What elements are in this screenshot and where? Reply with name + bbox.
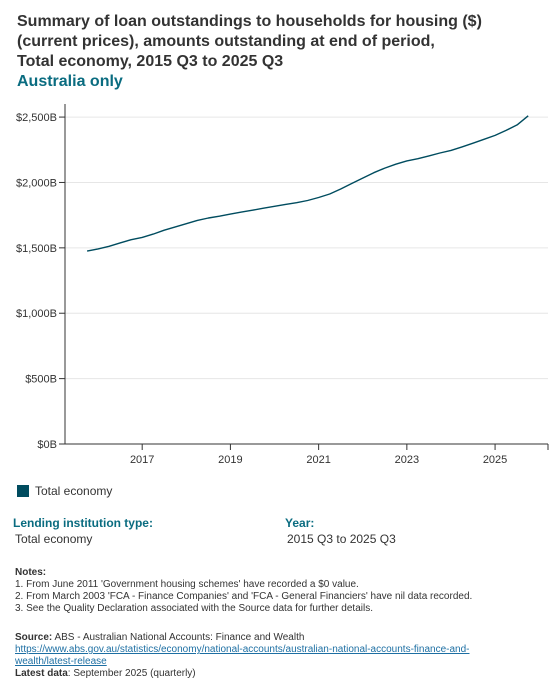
chart-title-line: Total economy, 2015 Q3 to 2025 Q3 — [17, 53, 284, 70]
source-text: ABS - Australian National Accounts: Fina… — [54, 632, 305, 643]
x-tick-label: 2025 — [483, 454, 507, 466]
filter-year-label: Year: — [285, 516, 315, 530]
source-link[interactable]: https://www.abs.gov.au/statistics/econom… — [15, 644, 555, 668]
chart-title-block: Summary of loan outstandings to househol… — [17, 12, 547, 92]
chart-title-line: Summary of loan outstandings to househol… — [17, 13, 482, 30]
notes: Notes: 1. From June 2011 'Government hou… — [15, 567, 555, 615]
y-tick-label: $1,500B — [16, 243, 57, 255]
x-tick-label: 2017 — [130, 454, 154, 466]
source-block: Source: ABS - Australian National Accoun… — [15, 632, 555, 680]
legend-label: Total economy — [35, 484, 113, 498]
chart-subtitle: Australia only — [17, 73, 123, 90]
source-line: Source: ABS - Australian National Accoun… — [15, 632, 555, 644]
filter-lending-institution: Lending institution type: Total economy — [13, 516, 153, 546]
note-item: 3. See the Quality Declaration associate… — [15, 603, 373, 614]
latest-data-line: Latest data: September 2025 (quarterly) — [15, 668, 555, 680]
filter-year: Year: 2015 Q3 to 2025 Q3 — [285, 516, 396, 546]
x-tick-label: 2019 — [218, 454, 242, 466]
latest-data-text: : September 2025 (quarterly) — [67, 668, 196, 679]
x-tick-label: 2021 — [306, 454, 330, 466]
filter-year-value: 2015 Q3 to 2025 Q3 — [287, 532, 396, 546]
legend-swatch — [17, 485, 29, 497]
notes-heading: Notes: — [15, 567, 47, 578]
source-link-line2: wealth/latest-release — [15, 656, 107, 667]
chart-title-line: (current prices), amounts outstanding at… — [17, 33, 435, 50]
y-tick-label: $0B — [37, 439, 57, 451]
source-label: Source: — [15, 632, 53, 643]
filter-lending-label: Lending institution type: — [13, 516, 153, 530]
note-item: 1. From June 2011 'Government housing sc… — [15, 579, 359, 590]
legend[interactable]: Total economy — [17, 484, 112, 498]
note-item: 2. From March 2003 'FCA - Finance Compan… — [15, 591, 473, 602]
x-tick-label: 2023 — [395, 454, 419, 466]
source-link-line1: https://www.abs.gov.au/statistics/econom… — [15, 644, 470, 655]
filter-lending-value: Total economy — [15, 532, 93, 546]
y-tick-label: $500B — [25, 374, 57, 386]
y-tick-label: $2,000B — [16, 177, 57, 189]
y-tick-label: $2,500B — [16, 112, 57, 124]
line-chart: $0B $500B $1,000B $1,500B $2,000B $2,500B 2017… — [16, 104, 549, 466]
latest-data-label: Latest data — [15, 668, 68, 679]
y-tick-label: $1,000B — [16, 308, 57, 320]
series-line — [86, 115, 529, 252]
